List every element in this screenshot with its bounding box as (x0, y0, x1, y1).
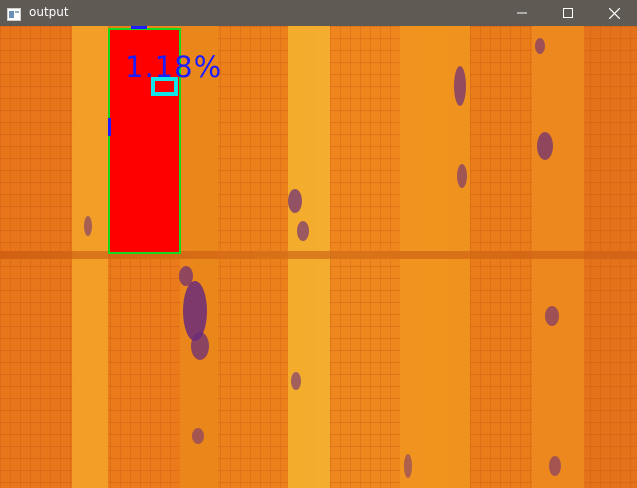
panel-row-1 (0, 26, 72, 488)
panel-row-4 (330, 26, 400, 488)
title-bar[interactable]: output (0, 0, 637, 26)
minimize-icon (517, 12, 527, 14)
maximize-button[interactable] (545, 0, 591, 26)
solar-panel-rows (0, 26, 637, 488)
hotspot-percentage-label: 1.18% (125, 50, 223, 84)
panel-row-3 (218, 26, 288, 488)
hotspot-panel-box (108, 28, 181, 254)
debris-patches (84, 38, 561, 478)
bbox-marker-top (131, 26, 147, 29)
panel-row-5 (470, 26, 532, 488)
minimize-button[interactable] (499, 0, 545, 26)
hot-cell-marker (151, 77, 178, 96)
thermal-image: 1.18% (0, 26, 637, 488)
panel-row-6 (584, 26, 637, 488)
close-button[interactable] (591, 0, 637, 26)
close-icon (608, 7, 620, 19)
maximize-icon (563, 8, 573, 18)
window-title: output (29, 5, 69, 19)
app-icon (7, 6, 21, 21)
panel-row-2 (108, 259, 180, 488)
bbox-marker-left (108, 118, 111, 136)
